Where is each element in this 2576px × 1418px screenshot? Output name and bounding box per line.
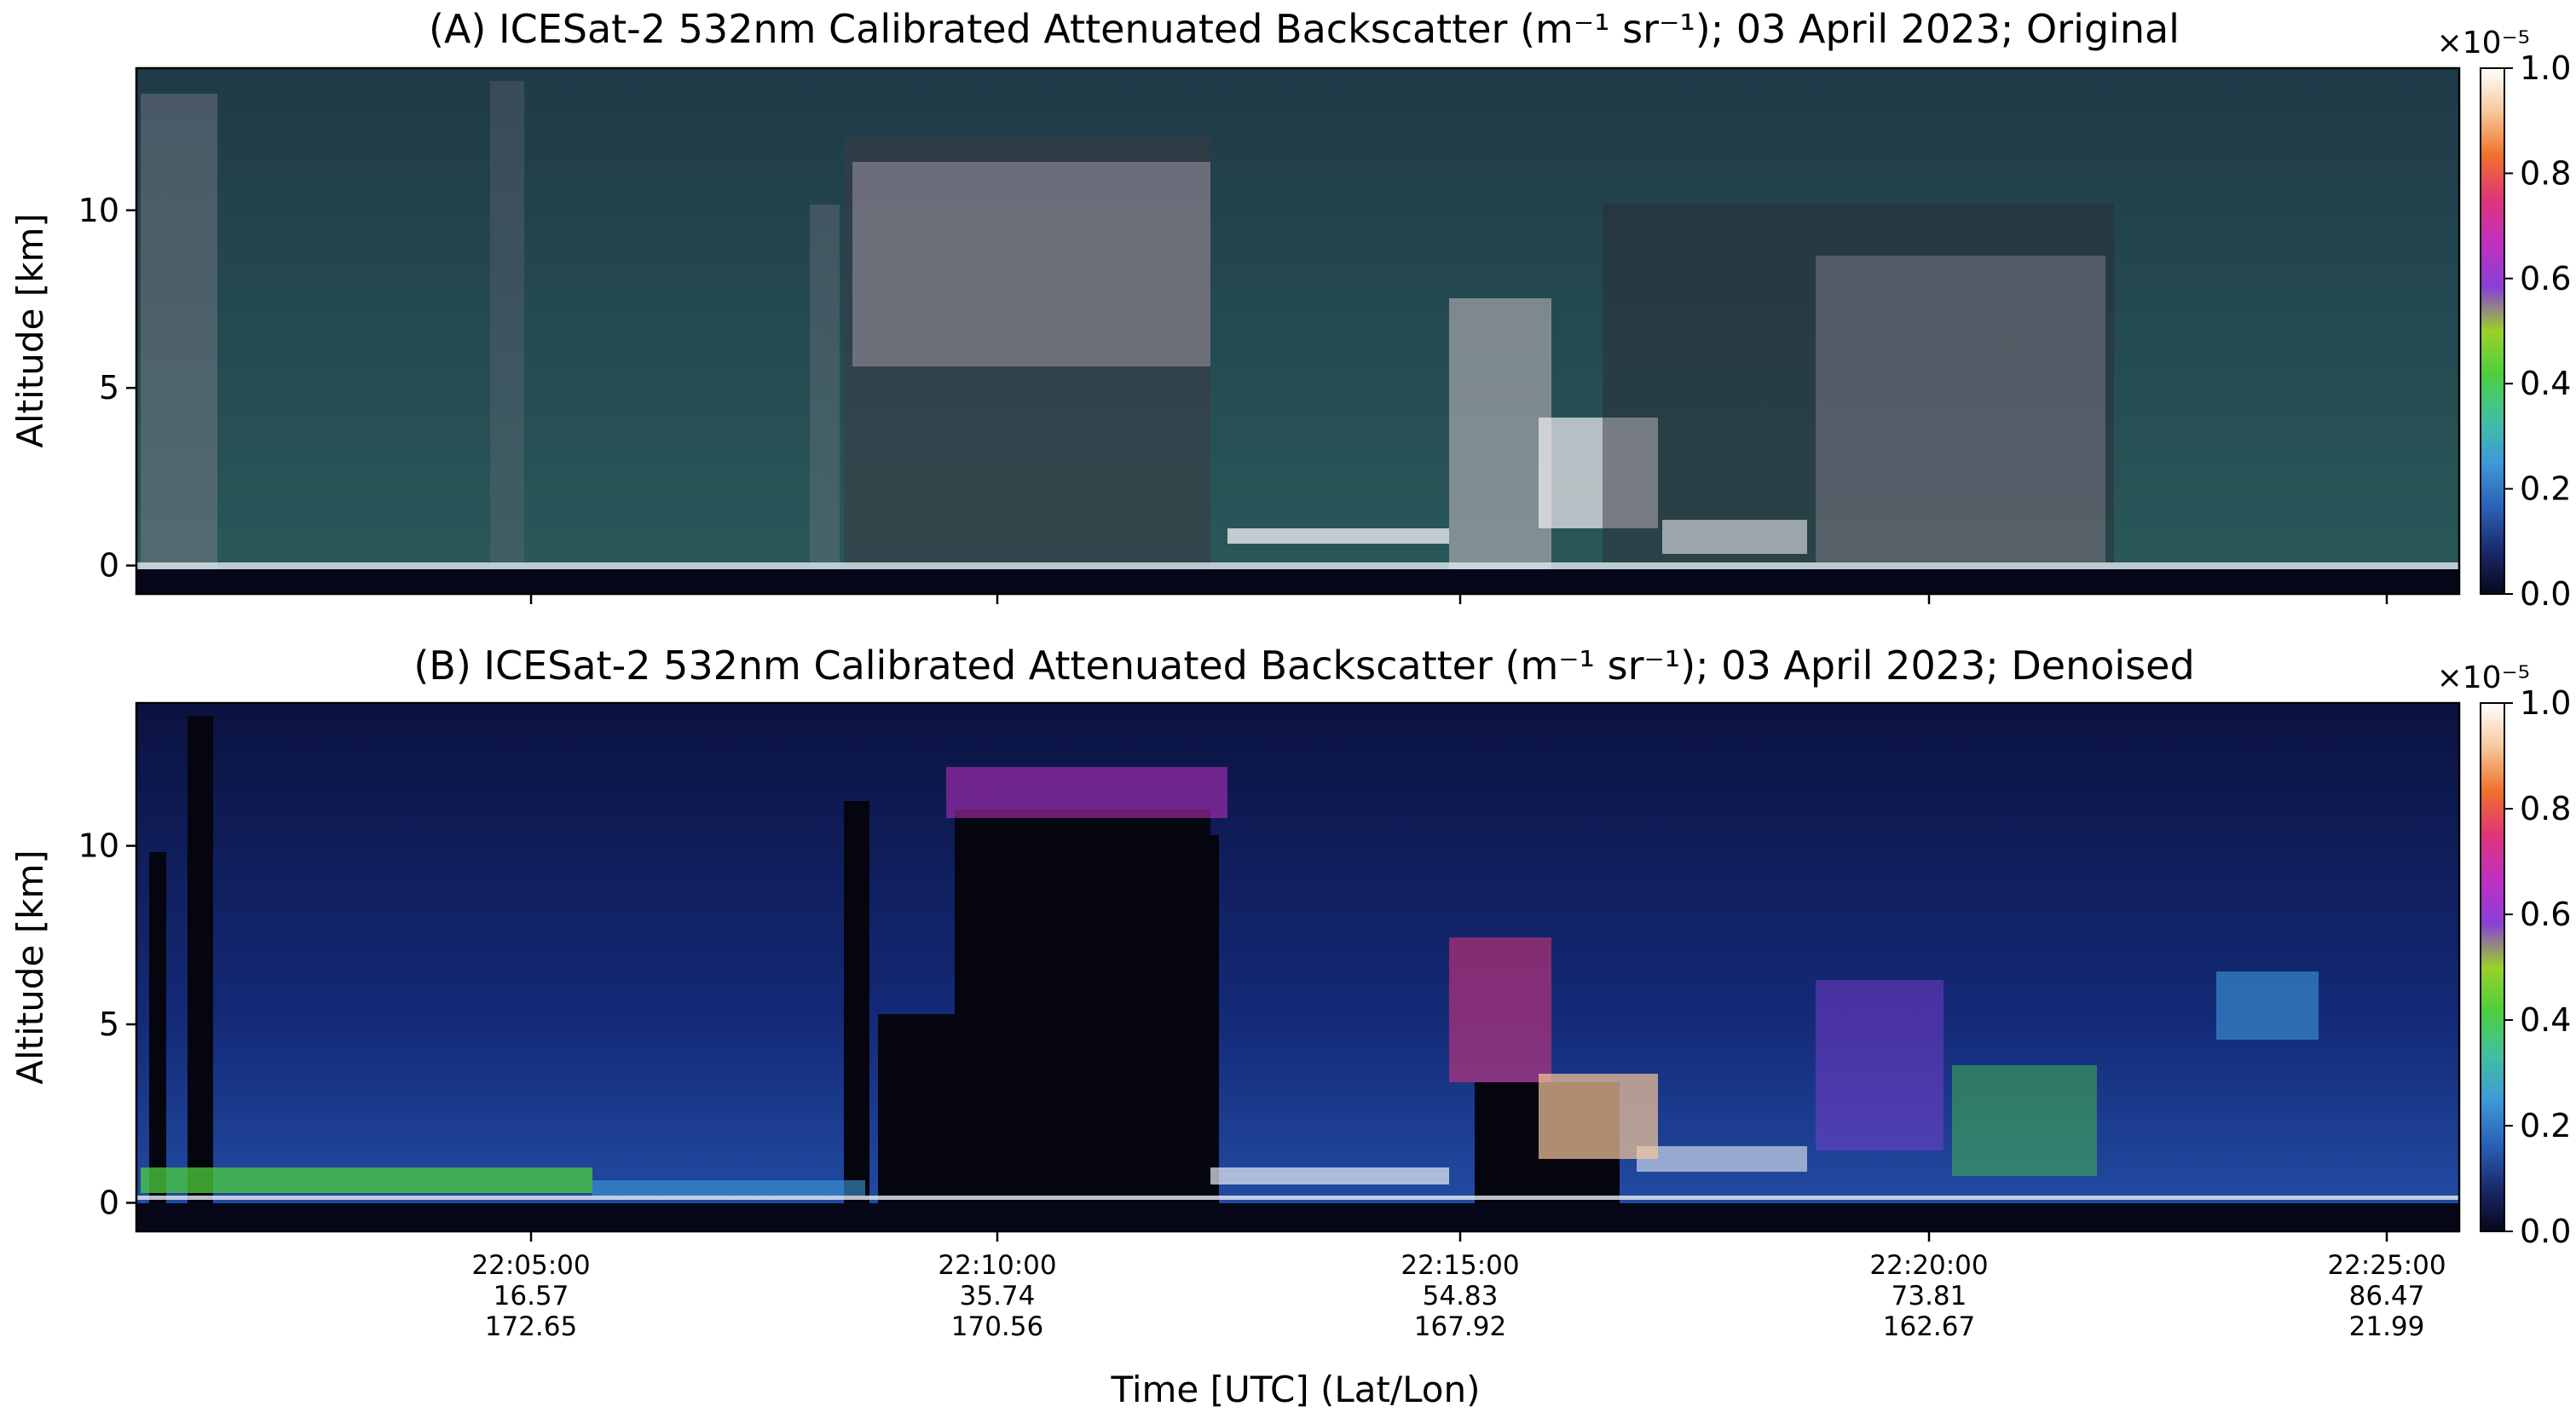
panel-b-colorbar-multiplier: ×10⁻⁵: [2437, 660, 2530, 695]
panel-a-plot-area: [136, 68, 2459, 594]
colorbar-tick-label: 0.6: [2520, 896, 2571, 933]
panel-b-colorbar: 0.0 0.2 0.4 0.6 0.8 1.0 ×10⁻⁵: [2437, 660, 2572, 1250]
x-tick-label: 35.74: [960, 1281, 1036, 1311]
colorbar-tick-label: 0.4: [2520, 365, 2571, 402]
panel-b-title: (B) ICESat-2 532nm Calibrated Attenuated…: [413, 643, 2194, 689]
colorbar-tick-label: 0.4: [2520, 1001, 2571, 1039]
colorbar-tick-label: 0.8: [2520, 790, 2571, 827]
y-tick-label: 0: [99, 1184, 119, 1221]
y-tick-label: 10: [78, 192, 119, 229]
x-tick-label: 54.83: [1423, 1281, 1499, 1311]
panel-a-y-axis-label: Altitude [km]: [9, 213, 51, 447]
x-tick-label: 170.56: [951, 1311, 1043, 1342]
x-tick-label: 22:25:00: [2327, 1250, 2446, 1281]
panel-b-y-ticks: 0 5 10: [78, 827, 136, 1221]
panel-b-y-axis-label: Altitude [km]: [9, 850, 51, 1084]
colorbar-tick-label: 0.8: [2520, 154, 2571, 192]
x-tick-label: 22:05:00: [471, 1250, 590, 1281]
colorbar-tick-label: 0.2: [2520, 1107, 2571, 1144]
colorbar-tick-label: 0.2: [2520, 470, 2571, 508]
panel-a: (A) ICESat-2 532nm Calibrated Attenuated…: [9, 6, 2571, 613]
x-tick-label: 162.67: [1883, 1311, 1975, 1342]
figure-x-axis-label: Time [UTC] (Lat/Lon): [1110, 1369, 1480, 1410]
panel-a-colorbar-multiplier: ×10⁻⁵: [2437, 26, 2530, 61]
y-tick-label: 5: [99, 369, 119, 406]
x-tick-label: 16.57: [494, 1281, 569, 1311]
y-tick-label: 5: [99, 1006, 119, 1043]
colorbar-tick-label: 1.0: [2520, 49, 2571, 87]
colorbar-tick-label: 1.0: [2520, 684, 2571, 722]
panel-b: (B) ICESat-2 532nm Calibrated Attenuated…: [9, 643, 2571, 1342]
panel-a-title: (A) ICESat-2 532nm Calibrated Attenuated…: [429, 6, 2180, 52]
x-tick-label: 22:15:00: [1401, 1250, 1519, 1281]
y-tick-label: 0: [99, 547, 119, 585]
x-tick-label: 86.47: [2349, 1281, 2425, 1311]
x-tick-label: 167.92: [1414, 1311, 1506, 1342]
colorbar-tick-label: 0.0: [2520, 1213, 2571, 1250]
panel-a-colorbar: 0.0 0.2 0.4 0.6 0.8 1.0 ×10⁻⁵: [2437, 26, 2572, 613]
panel-b-plot-area: [136, 703, 2459, 1231]
x-tick-label: 73.81: [1892, 1281, 1967, 1311]
y-tick-label: 10: [78, 827, 119, 865]
colorbar-tick-label: 0.0: [2520, 575, 2571, 613]
colorbar-tick-label: 0.6: [2520, 260, 2571, 297]
panel-a-y-ticks: 0 5 10: [78, 192, 136, 585]
x-tick-label: 172.65: [485, 1311, 577, 1342]
x-tick-label: 21.99: [2349, 1311, 2425, 1342]
x-tick-label: 22:20:00: [1869, 1250, 1988, 1281]
panel-a-x-ticks: [529, 594, 2388, 604]
x-tick-label: 22:10:00: [938, 1250, 1056, 1281]
